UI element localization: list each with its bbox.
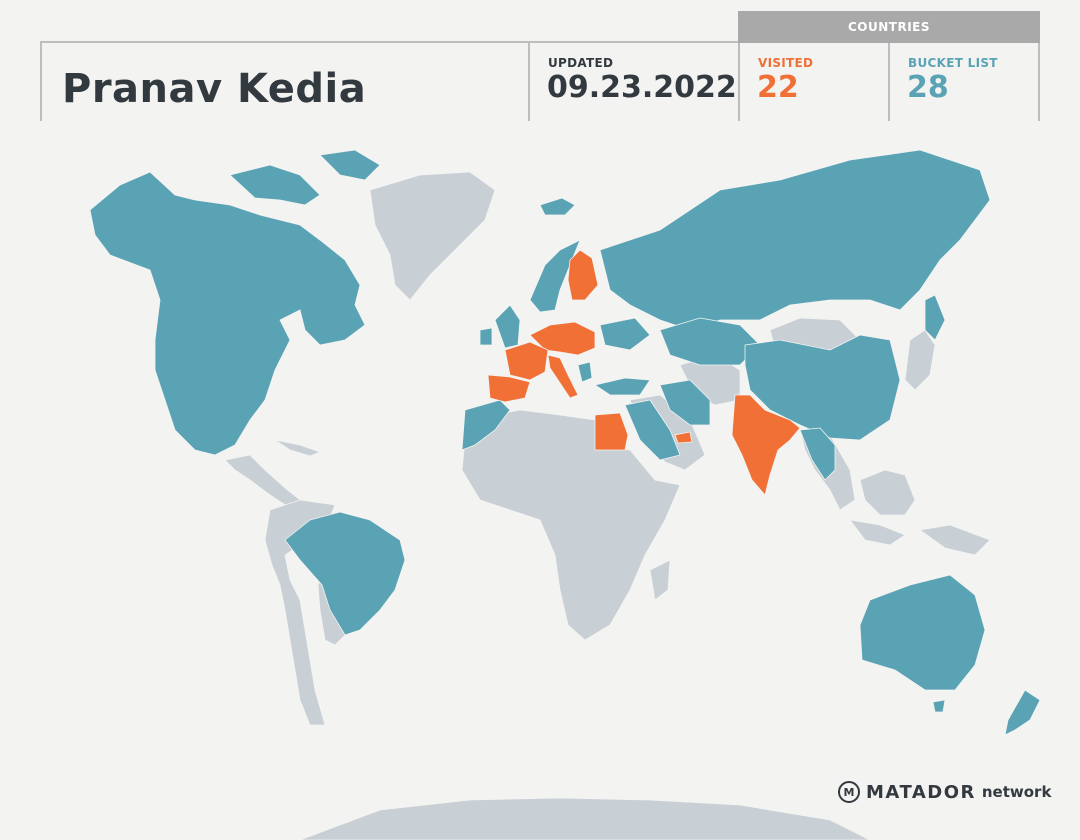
logo-brand: MATADOR (866, 781, 976, 803)
header-divider (738, 41, 740, 121)
traveler-name: Pranav Kedia (62, 66, 367, 112)
updated-date: 09.23.2022 (547, 70, 737, 105)
visited-label: VISITED (758, 56, 814, 70)
header-divider (528, 41, 530, 121)
countries-header: COUNTRIES (738, 11, 1040, 43)
matador-logo: M MATADOR network (838, 781, 1051, 803)
world-map (89, 149, 1041, 840)
bucket-list-countries (89, 149, 1041, 736)
updated-label: UPDATED (548, 56, 614, 70)
matador-m-icon: M (838, 781, 860, 803)
bucket-list-label: BUCKET LIST (908, 56, 998, 70)
bucket-list-count: 28 (907, 70, 949, 105)
visited-countries (487, 249, 801, 496)
header-frame (40, 41, 1040, 121)
logo-suffix: network (981, 783, 1052, 801)
visited-count: 22 (757, 70, 799, 105)
header-divider (888, 41, 890, 121)
